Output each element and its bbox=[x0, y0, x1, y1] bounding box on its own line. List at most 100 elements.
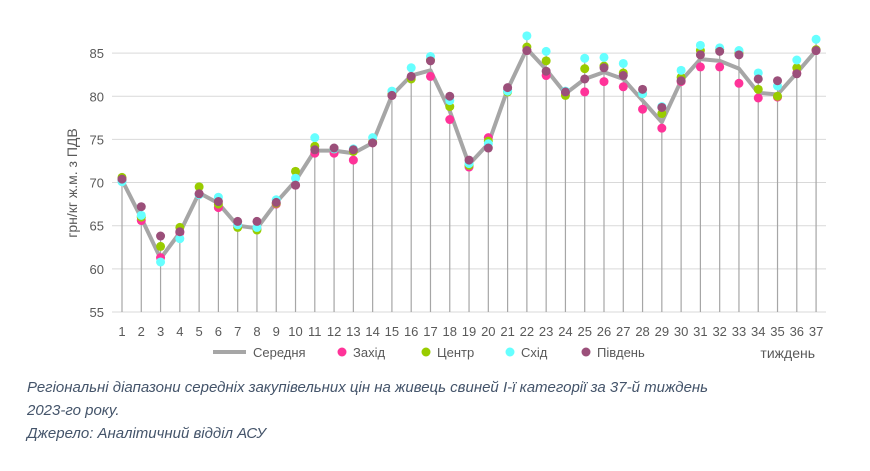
legend-label: Центр bbox=[437, 345, 474, 360]
data-point bbox=[406, 63, 416, 73]
x-tick-label: 25 bbox=[577, 324, 591, 339]
legend-swatch bbox=[421, 347, 431, 357]
x-tick-label: 2 bbox=[138, 324, 145, 339]
data-point bbox=[368, 138, 378, 148]
data-point bbox=[541, 46, 551, 56]
data-point bbox=[541, 56, 551, 66]
data-point bbox=[599, 77, 609, 87]
data-point bbox=[638, 84, 648, 94]
data-point bbox=[715, 62, 725, 72]
x-tick-label: 29 bbox=[655, 324, 669, 339]
data-point bbox=[676, 65, 686, 75]
data-point bbox=[445, 91, 455, 101]
data-point bbox=[175, 227, 185, 237]
x-tick-label: 33 bbox=[732, 324, 746, 339]
x-tick-label: 1 bbox=[118, 324, 125, 339]
data-point bbox=[734, 78, 744, 88]
data-point bbox=[753, 84, 763, 94]
x-tick-label: 21 bbox=[500, 324, 514, 339]
x-tick-label: 12 bbox=[327, 324, 341, 339]
data-point bbox=[310, 145, 320, 155]
data-point bbox=[560, 87, 570, 97]
data-point bbox=[580, 53, 590, 63]
data-point bbox=[657, 102, 667, 112]
x-tick-label: 26 bbox=[597, 324, 611, 339]
data-point bbox=[618, 71, 628, 81]
x-tick-label: 37 bbox=[809, 324, 823, 339]
data-point bbox=[252, 216, 262, 226]
legend-swatch bbox=[337, 347, 347, 357]
data-point bbox=[387, 90, 397, 100]
data-point bbox=[599, 52, 609, 62]
data-point bbox=[695, 62, 705, 72]
data-point bbox=[522, 46, 532, 56]
y-tick-label: 65 bbox=[90, 219, 104, 234]
data-point bbox=[291, 180, 301, 190]
y-axis-label: грн/кг ж.м. з ПДВ bbox=[64, 128, 80, 237]
x-tick-label: 5 bbox=[196, 324, 203, 339]
x-tick-label: 10 bbox=[288, 324, 302, 339]
data-point bbox=[425, 56, 435, 66]
x-tick-label: 7 bbox=[234, 324, 241, 339]
data-point bbox=[541, 66, 551, 76]
data-point bbox=[811, 34, 821, 44]
data-point bbox=[117, 174, 127, 184]
data-point bbox=[156, 257, 166, 267]
data-point bbox=[291, 173, 301, 183]
x-tick-label: 8 bbox=[253, 324, 260, 339]
x-tick-label: 16 bbox=[404, 324, 418, 339]
data-point bbox=[618, 58, 628, 68]
data-point bbox=[773, 91, 783, 101]
x-tick-label: 11 bbox=[308, 324, 322, 339]
data-point bbox=[811, 46, 821, 56]
x-tick-label: 15 bbox=[385, 324, 399, 339]
x-tick-label: 22 bbox=[520, 324, 534, 339]
x-tick-label: 23 bbox=[539, 324, 553, 339]
data-point bbox=[310, 133, 320, 143]
data-point bbox=[734, 50, 744, 60]
y-tick-label: 70 bbox=[90, 176, 104, 191]
data-point bbox=[329, 143, 339, 153]
data-point bbox=[194, 189, 204, 199]
legend-swatch bbox=[581, 347, 591, 357]
x-tick-label: 6 bbox=[215, 324, 222, 339]
data-point bbox=[464, 155, 474, 165]
y-tick-label: 60 bbox=[90, 262, 104, 277]
x-tick-label: 34 bbox=[751, 324, 765, 339]
x-tick-label: 4 bbox=[176, 324, 183, 339]
data-point bbox=[213, 197, 223, 207]
data-point bbox=[156, 231, 166, 241]
data-point bbox=[348, 145, 358, 155]
data-point bbox=[715, 46, 725, 56]
x-tick-label: 24 bbox=[558, 324, 572, 339]
caption-line2: 2023-го року. bbox=[27, 402, 120, 419]
data-point bbox=[580, 64, 590, 74]
x-tick-label: 30 bbox=[674, 324, 688, 339]
data-point bbox=[503, 83, 513, 93]
data-point bbox=[136, 202, 146, 212]
data-point bbox=[156, 241, 166, 251]
data-point bbox=[676, 76, 686, 86]
data-point bbox=[753, 74, 763, 84]
y-tick-label: 85 bbox=[90, 46, 104, 61]
x-tick-label: 13 bbox=[346, 324, 360, 339]
data-point bbox=[792, 55, 802, 65]
x-tick-label: 27 bbox=[616, 324, 630, 339]
data-point bbox=[773, 76, 783, 86]
data-point bbox=[580, 74, 590, 84]
data-point bbox=[406, 71, 416, 81]
data-point bbox=[136, 210, 146, 220]
data-point bbox=[194, 182, 204, 192]
x-tick-label: 17 bbox=[423, 324, 437, 339]
x-tick-label: 9 bbox=[273, 324, 280, 339]
data-point bbox=[483, 143, 493, 153]
data-point bbox=[599, 63, 609, 73]
legend-label: Схід bbox=[521, 345, 548, 360]
data-point bbox=[580, 87, 590, 97]
data-point bbox=[753, 93, 763, 103]
data-point bbox=[445, 115, 455, 125]
data-point bbox=[695, 50, 705, 60]
data-point bbox=[271, 197, 281, 207]
data-point bbox=[233, 216, 243, 226]
